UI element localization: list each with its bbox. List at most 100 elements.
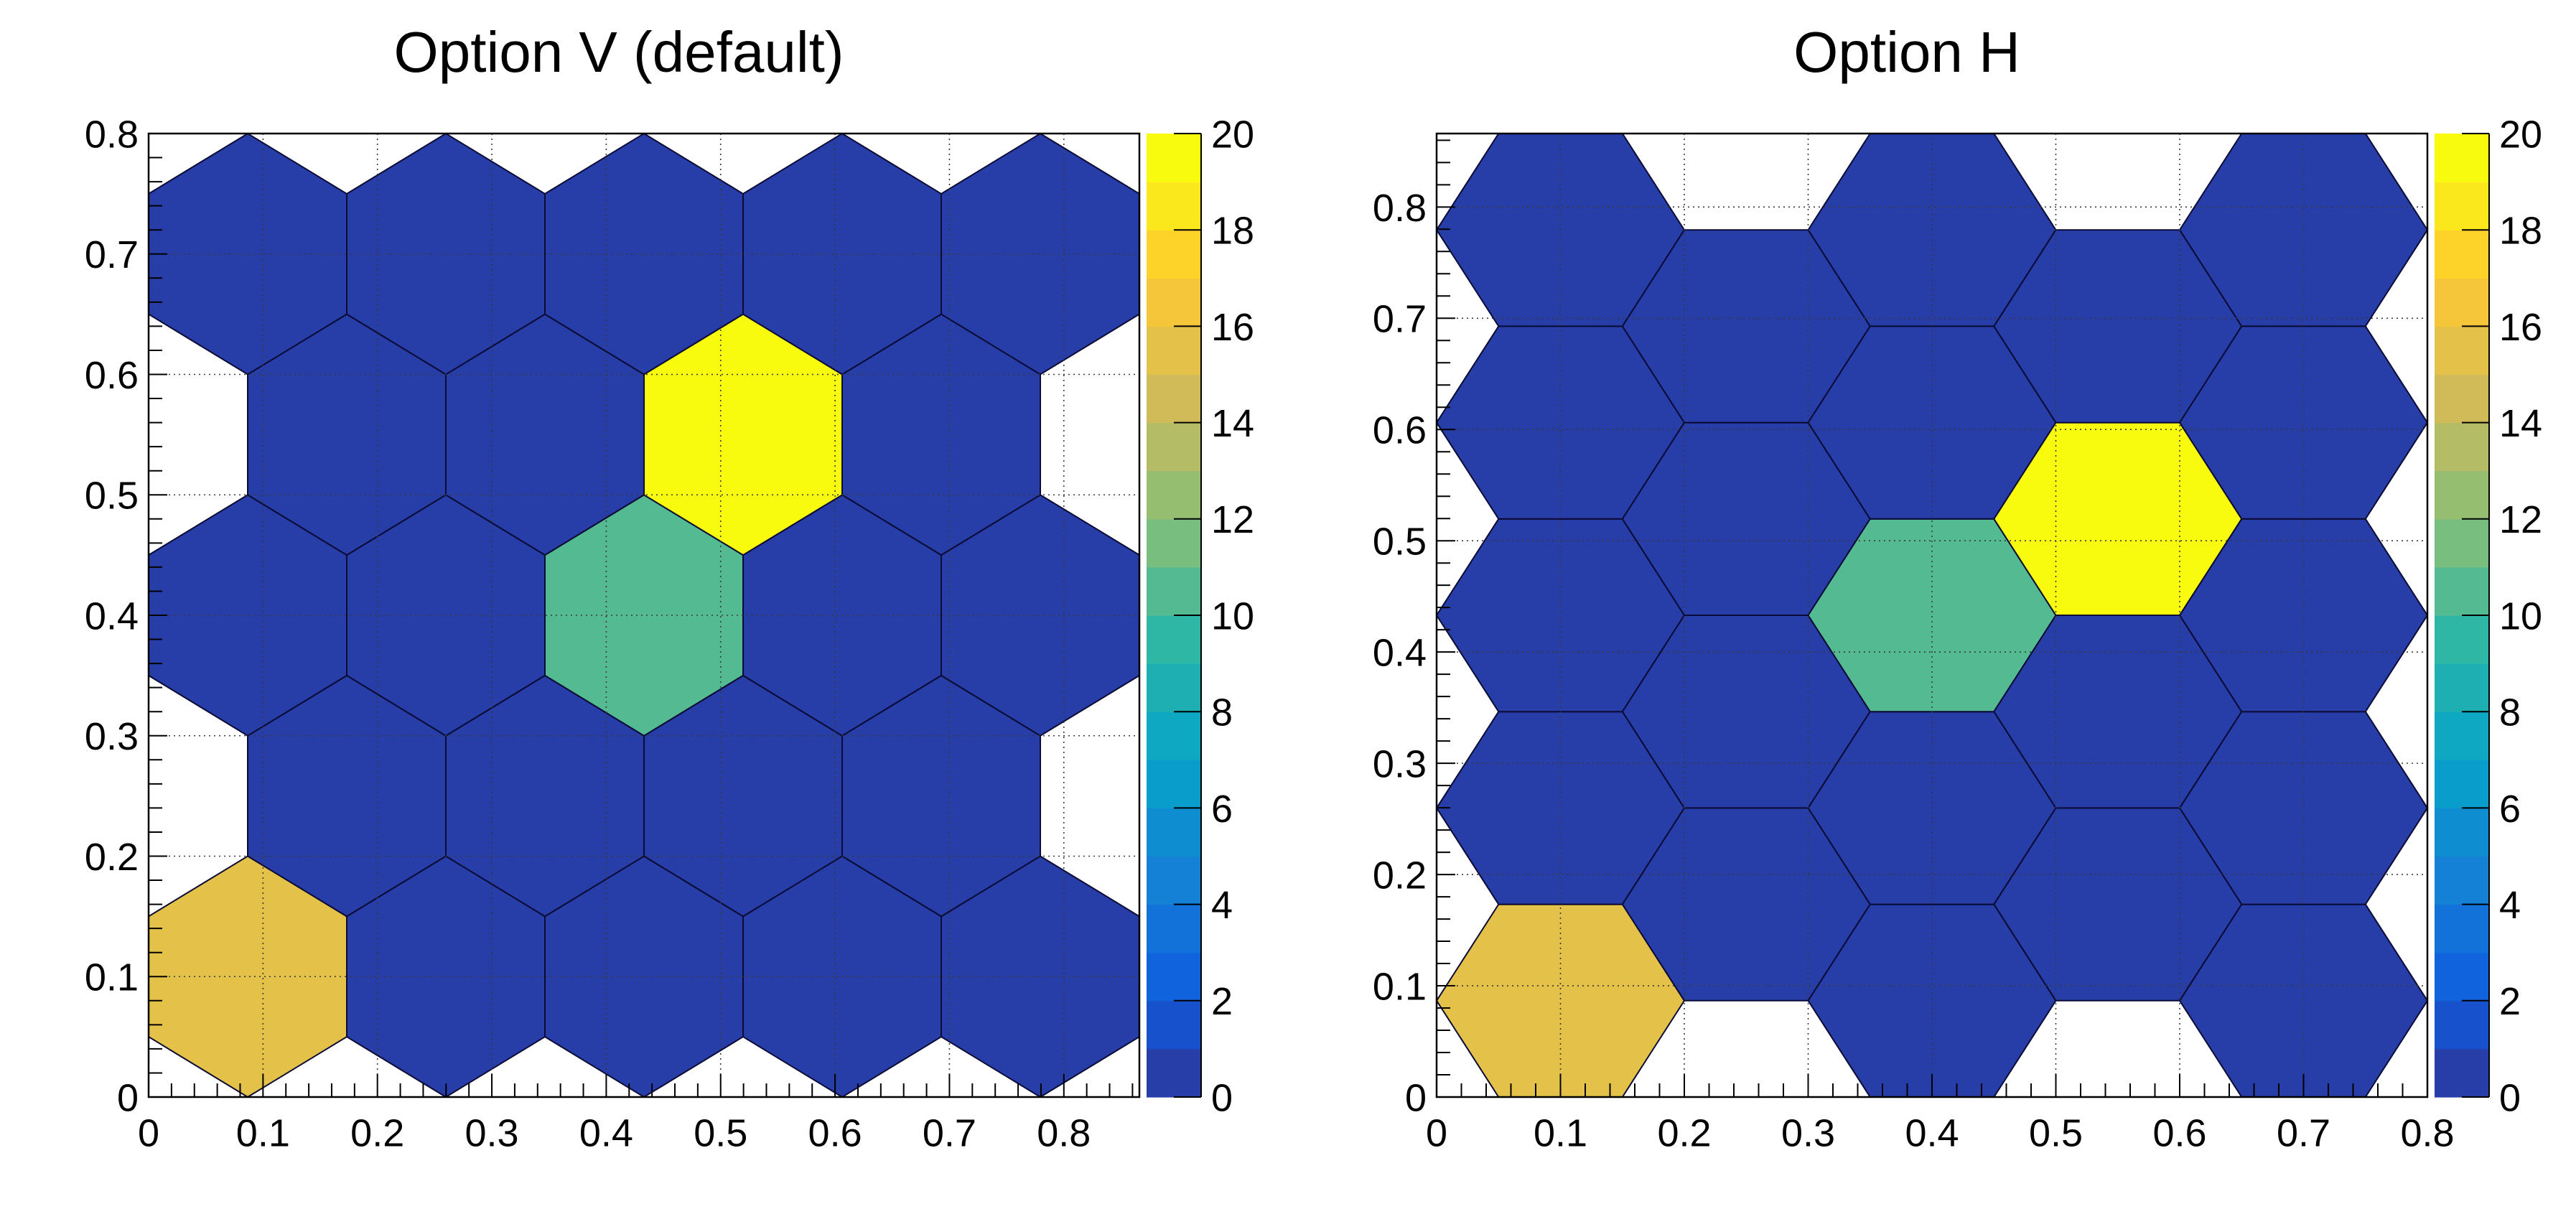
colorbar-band [2435, 663, 2489, 712]
y-tick-label: 0.8 [85, 113, 139, 156]
colorbar-band [2435, 808, 2489, 857]
colorbar-band [1147, 470, 1201, 520]
plot-option-h: 0 0.1 0.2 0.3 0.4 0.5 0.6 0.7 0.8 0 0.1 0.2 0.3 0.4 0.… [1373, 113, 2542, 1154]
colorbar-label: 0 [1211, 1076, 1233, 1119]
colorbar-label: 8 [2499, 691, 2521, 734]
colorbar-band [2435, 230, 2489, 279]
x-tick-label: 0.8 [2400, 1111, 2454, 1154]
x-axis-labels: 0 0.1 0.2 0.3 0.4 0.5 0.6 0.7 0.8 [1426, 1111, 2455, 1154]
colorbar-label: 10 [1211, 594, 1254, 638]
gridlines [1437, 134, 2427, 1097]
colorbar-band [1147, 663, 1201, 712]
pad-title-option-v: Option V (default) [394, 20, 844, 84]
y-axis-labels: 0 0.1 0.2 0.3 0.4 0.5 0.6 0.7 0.8 [85, 113, 139, 1119]
y-tick-label: 0.5 [1373, 521, 1427, 564]
y-tick-label: 0.7 [1373, 298, 1427, 341]
colorbar-band [2435, 615, 2489, 664]
colorbar-label: 6 [1211, 788, 1233, 831]
colorbar-band [2435, 278, 2489, 327]
colorbar-band [2435, 182, 2489, 230]
colorbar-band [1147, 1000, 1201, 1050]
x-tick-label: 0.6 [808, 1111, 862, 1154]
y-tick-label: 0.7 [85, 233, 139, 276]
y-tick-label: 0.3 [1373, 743, 1427, 786]
colorbar-label: 16 [1211, 306, 1254, 349]
colorbar-label: 6 [2499, 788, 2521, 831]
plot-option-v: 0 0.1 0.2 0.3 0.4 0.5 0.6 0.7 0.8 0 0.1 0.2 0.3 0.4 0.… [85, 113, 1254, 1154]
colorbar-band [1147, 278, 1201, 327]
colorbar-label: 18 [2499, 210, 2542, 253]
colorbar-band [1147, 1048, 1201, 1098]
colorbar-band [1147, 615, 1201, 664]
colorbar-label: 4 [2499, 884, 2521, 927]
colorbar-band [2435, 518, 2489, 568]
y-tick-label: 0.4 [85, 594, 139, 638]
x-tick-label: 0.7 [2277, 1111, 2330, 1154]
colorbar-band [2435, 422, 2489, 472]
colorbar-label: 12 [2499, 498, 2542, 541]
colorbar-band [1147, 230, 1201, 279]
y-tick-label: 0 [1405, 1076, 1427, 1119]
colorbar-band [1147, 904, 1201, 953]
colorbar-label: 2 [1211, 980, 1233, 1023]
y-tick-label: 0.1 [85, 956, 139, 999]
colorbar-band [1147, 374, 1201, 424]
x-tick-label: 0.1 [236, 1111, 290, 1154]
colorbar-label: 0 [2499, 1076, 2521, 1119]
y-tick-label: 0.5 [85, 475, 139, 518]
colorbar-band [1147, 326, 1201, 375]
colorbar: 0 2 4 6 8 10 12 14 16 18 20 [1147, 113, 1254, 1119]
axis-ticks [148, 133, 1134, 1098]
colorbar-label: 20 [2499, 113, 2542, 156]
colorbar-label: 14 [1211, 402, 1254, 445]
x-tick-label: 0.1 [1534, 1111, 1587, 1154]
x-tick-label: 0.2 [1657, 1111, 1711, 1154]
colorbar-band [2435, 374, 2489, 424]
x-tick-label: 0.6 [2152, 1111, 2206, 1154]
x-tick-label: 0.4 [1905, 1111, 1959, 1154]
colorbar-band [2435, 1048, 2489, 1098]
colorbar-band [1147, 422, 1201, 472]
x-tick-label: 0.3 [1781, 1111, 1835, 1154]
colorbar-band [2435, 1000, 2489, 1050]
colorbar-band [2435, 470, 2489, 520]
colorbar-band [1147, 856, 1201, 905]
pad-title-option-h: Option H [1793, 20, 2020, 84]
colorbar-band [2435, 952, 2489, 1002]
x-tick-label: 0.5 [694, 1111, 747, 1154]
y-tick-label: 0.3 [85, 715, 139, 758]
colorbar-label: 16 [2499, 306, 2542, 349]
y-tick-label: 0.6 [85, 354, 139, 397]
colorbar-band [2435, 326, 2489, 375]
y-tick-label: 0.4 [1373, 632, 1427, 675]
colorbar-band [1147, 566, 1201, 616]
x-tick-label: 0.2 [350, 1111, 404, 1154]
colorbar-band [2435, 566, 2489, 616]
y-tick-label: 0.2 [1373, 854, 1427, 897]
y-tick-label: 0.8 [1373, 187, 1427, 230]
x-tick-label: 0.7 [923, 1111, 976, 1154]
x-axis-labels: 0 0.1 0.2 0.3 0.4 0.5 0.6 0.7 0.8 [138, 1111, 1091, 1154]
colorbar-label: 20 [1211, 113, 1254, 156]
x-tick-label: 0.4 [579, 1111, 633, 1154]
y-tick-label: 0 [117, 1076, 139, 1119]
hex-bins [1435, 133, 2429, 1098]
colorbar-band [2435, 134, 2489, 182]
y-tick-label: 0.6 [1373, 409, 1427, 452]
gridlines [149, 134, 1139, 1097]
x-tick-label: 0 [1426, 1111, 1447, 1154]
x-tick-label: 0.5 [2029, 1111, 2083, 1154]
colorbar-label: 12 [1211, 498, 1254, 541]
x-tick-label: 0.3 [465, 1111, 519, 1154]
axis-ticks [1436, 139, 2428, 1098]
colorbar-band [1147, 952, 1201, 1002]
colorbar-band [2435, 856, 2489, 905]
colorbar-label: 2 [2499, 980, 2521, 1023]
hex-bins [148, 132, 1140, 1098]
colorbar: 0 2 4 6 8 10 12 14 16 18 20 [2435, 113, 2542, 1119]
colorbar-label: 10 [2499, 594, 2542, 638]
colorbar-band [1147, 134, 1201, 182]
x-tick-label: 0.8 [1037, 1111, 1091, 1154]
y-tick-label: 0.2 [85, 836, 139, 879]
